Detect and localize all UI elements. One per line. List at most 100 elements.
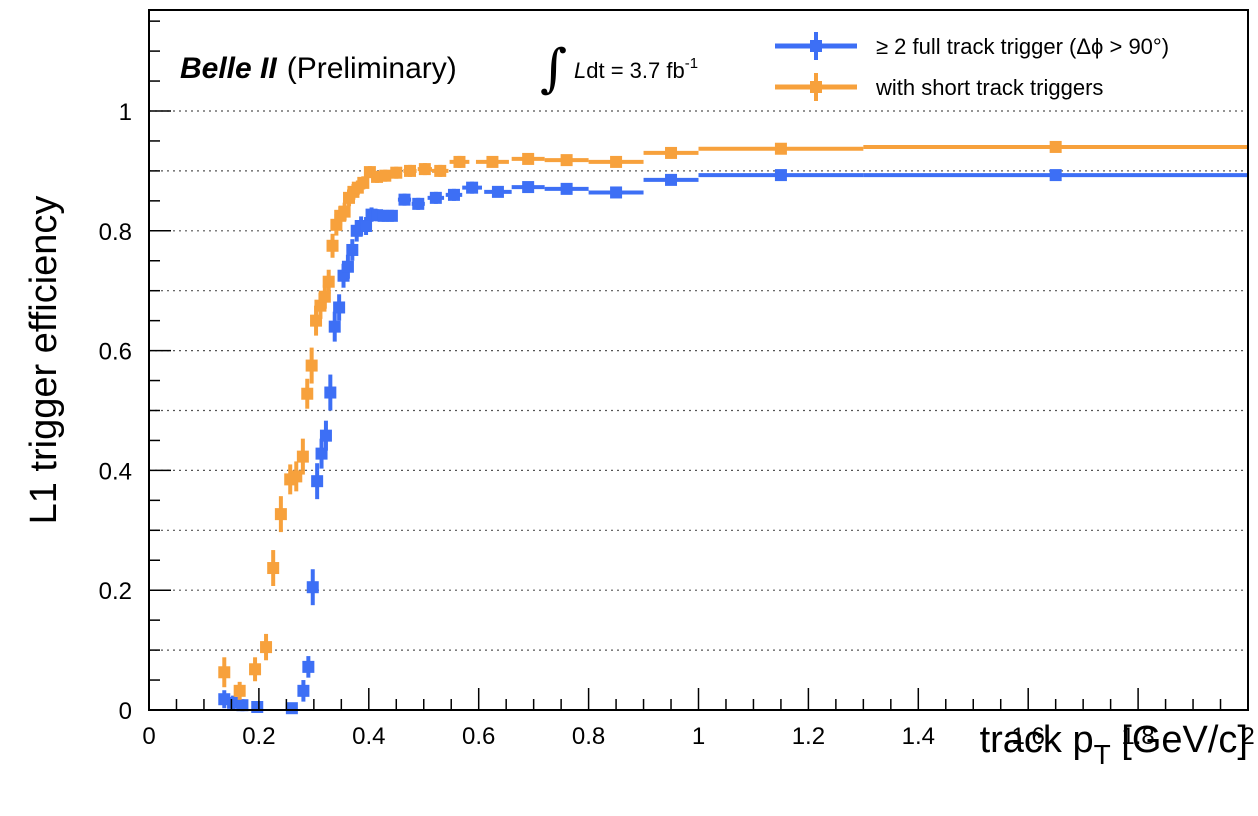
marker [390, 166, 403, 179]
marker [412, 197, 425, 210]
x-axis-title: track pT [GeV/c] [980, 719, 1248, 770]
y-tick-label: 0 [119, 698, 132, 725]
axis-ticks [148, 20, 1249, 711]
marker [290, 470, 303, 483]
data-point [322, 269, 335, 294]
data-point [302, 656, 315, 678]
data-point [260, 633, 273, 661]
data-point [346, 239, 359, 261]
data-point [301, 378, 314, 409]
marker [285, 702, 298, 715]
marker [260, 641, 273, 654]
legend-entry-2: with short track triggers [775, 73, 1103, 101]
data-point [319, 420, 332, 451]
legend-entry-1: ≥ 2 full track trigger (Δϕ > 90°) [775, 32, 1169, 60]
marker [346, 243, 359, 256]
data-point [698, 169, 864, 182]
x-tick-label: 0.8 [572, 723, 605, 750]
data-point [475, 155, 509, 168]
marker [274, 508, 287, 521]
data-point [427, 191, 445, 204]
data-point [290, 461, 303, 492]
legend-label: ≥ 2 full track trigger (Δϕ > 90°) [876, 34, 1169, 59]
marker [218, 666, 231, 679]
data-point [311, 463, 324, 500]
data-point [411, 197, 425, 210]
data-point [403, 164, 417, 177]
marker [560, 154, 573, 167]
marker [233, 684, 246, 697]
experiment-label: Belle II (Preliminary) [180, 52, 457, 85]
marker [360, 220, 373, 233]
marker [434, 164, 447, 177]
x-tick-label: 1.4 [902, 723, 935, 750]
data-point [445, 188, 463, 201]
marker [324, 386, 337, 399]
data-point [267, 550, 280, 587]
y-tick-label: 0.6 [99, 339, 132, 366]
marker [1049, 169, 1062, 182]
marker [311, 475, 324, 488]
data-point [863, 140, 1248, 153]
tick-labels: 0 0.2 0.4 0.6 0.8 1 1.2 1.4 1.6 1.8 2 0 0.2 0.4 0.6 0.8… [99, 99, 1255, 750]
marker [1049, 140, 1062, 153]
data-point [274, 496, 287, 533]
x-tick-label: 1.8 [1121, 723, 1154, 750]
x-tick-label: 1.6 [1012, 723, 1045, 750]
legend-label: with short track triggers [875, 75, 1103, 100]
y-tick-label: 0.4 [99, 458, 132, 485]
marker [306, 581, 319, 594]
marker [665, 173, 678, 186]
data-point [390, 166, 403, 179]
data-point [338, 202, 351, 221]
data-point [462, 181, 482, 194]
x-tick-label: 2 [1241, 723, 1254, 750]
marker [522, 152, 535, 165]
data-point [233, 681, 246, 700]
data-point [588, 186, 644, 199]
y-axis-title: L1 trigger efficiency [23, 196, 65, 525]
marker [610, 155, 623, 168]
marker [319, 429, 332, 442]
data-point [379, 169, 392, 182]
marker [341, 260, 354, 273]
x-tick-label: 0 [142, 723, 155, 750]
lumi-integral-sign: ∫ [540, 39, 567, 99]
marker [560, 182, 573, 195]
lumi-label: Ldt = 3.7 fb-1 [574, 55, 698, 83]
marker [398, 193, 411, 206]
marker [301, 387, 314, 400]
data-point [643, 173, 699, 186]
data-point [297, 680, 310, 702]
series-1 [218, 169, 1248, 715]
marker [338, 205, 351, 218]
marker [429, 191, 442, 204]
data-point [449, 155, 470, 168]
marker [447, 188, 460, 201]
marker [665, 146, 678, 159]
marker [774, 169, 787, 182]
marker [236, 699, 249, 712]
data-point [328, 311, 341, 342]
data-point [324, 374, 337, 411]
marker [302, 660, 315, 673]
marker [251, 701, 264, 714]
y-tick-label: 1 [119, 99, 132, 126]
marker [453, 155, 466, 168]
data-point [227, 695, 240, 710]
marker [322, 275, 335, 288]
data-point [544, 154, 589, 167]
data-point [249, 657, 262, 682]
marker [385, 209, 398, 222]
x-tick-label: 0.4 [352, 723, 385, 750]
data-point [326, 233, 339, 258]
data-point [357, 176, 370, 190]
marker [404, 164, 417, 177]
marker [305, 359, 318, 372]
data-point [296, 438, 309, 475]
data-point [385, 209, 398, 222]
marker [379, 169, 392, 182]
data-point [218, 657, 231, 688]
data-point [643, 146, 699, 159]
